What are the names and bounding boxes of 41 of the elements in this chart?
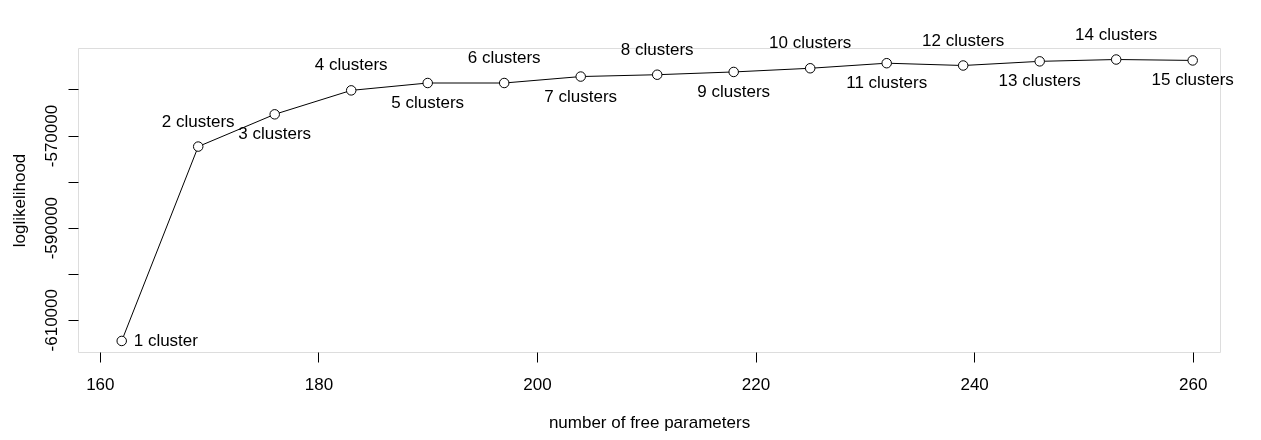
y-tick-label: -610000 <box>41 289 61 352</box>
point <box>498 77 510 89</box>
point <box>1187 55 1198 66</box>
x-tick-label: 180 <box>304 374 334 394</box>
annotation: 13 clusters <box>998 71 1081 91</box>
point <box>575 71 586 82</box>
point <box>881 57 892 69</box>
annotation: 11 clusters <box>846 73 928 93</box>
x-tick-label: 260 <box>1178 374 1208 394</box>
point <box>1034 56 1045 67</box>
annotation: 6 clusters <box>467 48 541 68</box>
annotation: 15 clusters <box>1151 70 1234 90</box>
point <box>116 335 127 347</box>
point <box>728 66 739 78</box>
annotation: 10 clusters <box>769 33 852 53</box>
x-tick-label: 220 <box>741 374 771 394</box>
annotation: 5 clusters <box>391 93 465 113</box>
point <box>422 77 433 89</box>
point <box>804 63 816 74</box>
annotation: 9 clusters <box>697 81 771 101</box>
point <box>345 85 357 96</box>
y-tick-label: -590000 <box>41 196 61 260</box>
annotation: 3 clusters <box>238 124 312 144</box>
point <box>1110 54 1122 65</box>
annotation: 2 clusters <box>161 111 235 131</box>
x-tick-label: 240 <box>960 374 989 394</box>
point <box>651 69 663 80</box>
point <box>269 109 280 120</box>
annotation: 1 cluster <box>133 330 199 350</box>
y-tick-label: -570000 <box>41 104 61 168</box>
x-tick-label: 160 <box>86 374 115 394</box>
annotation: 4 clusters <box>314 55 388 75</box>
point <box>957 60 969 71</box>
annotation: 14 clusters <box>1075 24 1158 44</box>
x-tick-label: 200 <box>523 374 552 394</box>
annotation: 12 clusters <box>922 30 1005 50</box>
y-axis-title: loglikelihood <box>9 153 29 248</box>
annotation: 7 clusters <box>544 86 618 106</box>
annotation: 8 clusters <box>620 39 694 59</box>
point <box>192 141 204 152</box>
x-axis-title: number of free parameters <box>548 412 751 432</box>
